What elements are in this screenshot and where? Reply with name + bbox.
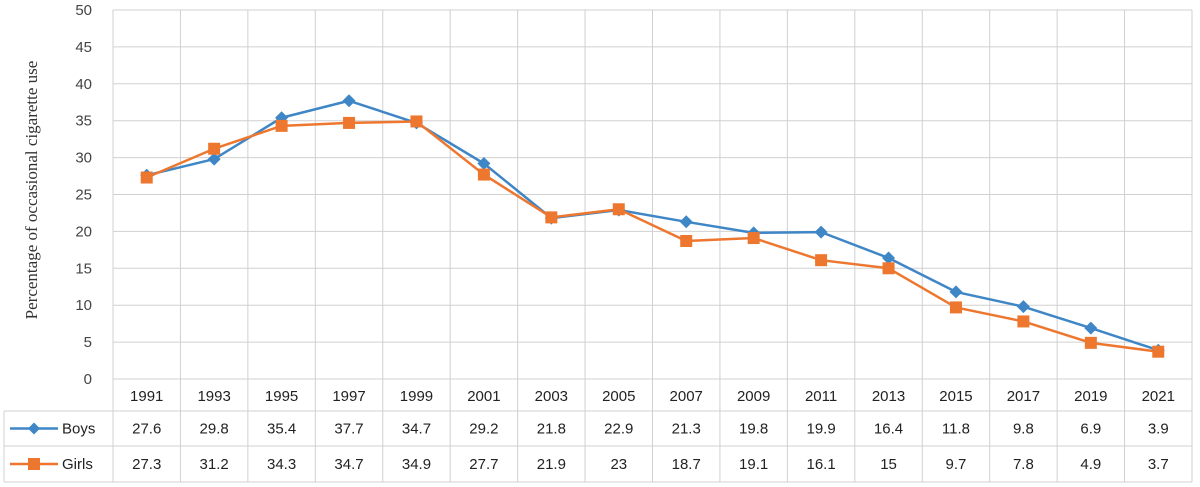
data-table-cell: 29.2	[469, 421, 498, 438]
data-table-cell: 7.8	[1013, 456, 1034, 473]
data-point-girls	[680, 234, 693, 247]
x-tick-label: 2007	[670, 388, 703, 405]
data-point-boys	[1084, 321, 1098, 335]
x-tick-label: 1999	[400, 388, 433, 405]
data-point-girls	[140, 171, 153, 184]
y-tick-label: 5	[84, 334, 92, 351]
x-tick-label: 2021	[1142, 388, 1175, 405]
data-table-cell: 19.9	[806, 421, 835, 438]
data-point-boys	[949, 285, 963, 299]
data-point-girls	[949, 301, 962, 314]
data-table-cell: 16.4	[874, 421, 903, 438]
x-tick-label: 1997	[332, 388, 365, 405]
data-table-cell: 34.7	[402, 421, 431, 438]
y-tick-label: 20	[75, 223, 92, 240]
data-point-girls	[208, 142, 221, 155]
series-line-girls	[146, 120, 1159, 353]
data-table-cell: 29.8	[200, 421, 229, 438]
data-table-cell: 9.7	[946, 456, 967, 473]
data-table-cell: 27.7	[469, 456, 498, 473]
x-tick-label: 1995	[265, 388, 298, 405]
data-table-cell: 21.3	[672, 421, 701, 438]
data-table-cell: 3.7	[1148, 456, 1169, 473]
data-point-girls	[545, 211, 558, 224]
data-table-cell: 15	[880, 456, 897, 473]
legend-key-marker-boys	[28, 422, 40, 435]
series-lines	[140, 94, 1165, 358]
plot-grid	[3, 9, 1193, 483]
data-table-cell: 27.6	[132, 421, 161, 438]
x-tick-label: 1993	[197, 388, 230, 405]
x-tick-label: 2005	[602, 388, 635, 405]
x-tick-label: 2015	[939, 388, 972, 405]
data-table-cell: 31.2	[200, 456, 229, 473]
data-point-girls	[815, 254, 828, 267]
data-point-boys	[814, 225, 828, 239]
data-point-girls	[882, 262, 895, 275]
legend-key-marker-girls	[28, 458, 40, 470]
data-table-cell: 37.7	[334, 421, 363, 438]
data-table-cell: 21.8	[537, 421, 566, 438]
y-tick-label: 50	[75, 2, 92, 19]
data-point-boys	[1016, 300, 1030, 314]
x-tick-label: 2011	[805, 388, 837, 405]
data-table-cell: 4.9	[1080, 456, 1101, 473]
data-table-cell: 6.9	[1080, 421, 1101, 438]
data-table-cell: 34.7	[334, 456, 363, 473]
x-tick-label: 2017	[1007, 388, 1040, 405]
data-table-cell: 22.9	[604, 421, 633, 438]
legend-label-girls: Girls	[62, 456, 93, 473]
y-tick-label: 30	[75, 150, 92, 167]
series-line-boys	[146, 99, 1159, 352]
data-point-girls	[747, 232, 760, 245]
data-point-girls	[410, 115, 423, 128]
data-table-cell: 18.7	[672, 456, 701, 473]
data-table: 1991 1993 1995 1997 1999 2001 2003 2005 2007 2009…	[10, 388, 1175, 473]
y-tick-label: 0	[84, 371, 92, 388]
data-point-girls	[343, 116, 356, 129]
x-tick-label: 1991	[130, 388, 163, 405]
data-table-cell: 27.3	[132, 456, 161, 473]
data-point-girls	[612, 203, 625, 216]
y-tick-label: 15	[75, 260, 92, 277]
data-point-boys	[679, 215, 693, 229]
data-point-boys	[207, 152, 221, 166]
data-table-cell: 23	[610, 456, 627, 473]
data-table-cell: 3.9	[1148, 421, 1169, 438]
data-point-girls	[275, 119, 288, 132]
y-axis-label: Percentage of occasional cigarette use	[22, 61, 41, 320]
x-tick-label: 2013	[872, 388, 905, 405]
data-point-boys	[882, 251, 896, 265]
data-table-cell: 11.8	[942, 421, 970, 438]
data-table-cell: 34.9	[402, 456, 431, 473]
x-tick-label: 2001	[467, 388, 500, 405]
data-point-girls	[1017, 315, 1030, 328]
y-tick-label: 40	[75, 76, 92, 93]
data-point-boys	[477, 157, 491, 171]
x-tick-label: 2003	[535, 388, 568, 405]
data-table-cell: 19.1	[739, 456, 768, 473]
y-tick-label: 35	[75, 113, 92, 130]
data-table-cell: 35.4	[267, 421, 296, 438]
data-point-girls	[1152, 345, 1165, 358]
data-table-cell: 16.1	[806, 456, 835, 473]
y-tick-label: 10	[75, 297, 92, 314]
x-tick-label: 2019	[1074, 388, 1107, 405]
data-table-cell: 34.3	[267, 456, 296, 473]
data-point-girls	[477, 168, 490, 181]
data-point-girls	[1084, 336, 1097, 349]
data-point-boys	[342, 94, 356, 108]
data-table-cell: 9.8	[1013, 421, 1034, 438]
x-tick-label: 2009	[737, 388, 770, 405]
y-tick-label: 45	[75, 39, 92, 56]
y-axis-ticks: 0 5 10 15 20 25 30 35 40 45 50	[75, 2, 92, 388]
data-table-cell: 19.8	[739, 421, 768, 438]
data-table-cell: 21.9	[537, 456, 566, 473]
y-tick-label: 25	[75, 187, 92, 204]
legend-label-boys: Boys	[62, 421, 95, 438]
